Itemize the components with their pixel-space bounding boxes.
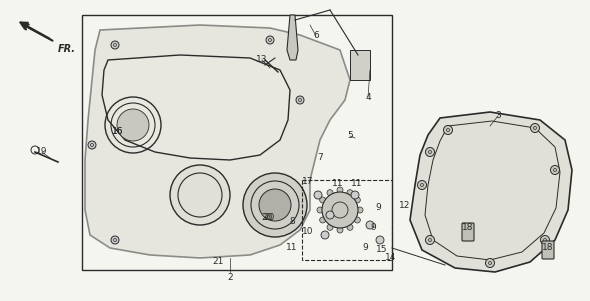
Text: 9: 9 — [362, 244, 368, 253]
Text: 19: 19 — [36, 147, 48, 157]
Circle shape — [347, 224, 353, 230]
Circle shape — [327, 224, 333, 230]
Circle shape — [425, 235, 434, 244]
Text: 4: 4 — [365, 92, 371, 101]
Text: FR.: FR. — [58, 44, 76, 54]
Text: 18: 18 — [462, 224, 474, 232]
Circle shape — [320, 197, 326, 203]
Circle shape — [355, 197, 360, 203]
Circle shape — [444, 126, 453, 135]
Circle shape — [351, 191, 359, 199]
Circle shape — [243, 173, 307, 237]
Bar — [82, 15, 392, 270]
Text: 7: 7 — [317, 153, 323, 162]
Text: 13: 13 — [256, 55, 268, 64]
Text: 14: 14 — [385, 253, 396, 262]
Circle shape — [322, 192, 358, 228]
Bar — [302, 180, 392, 260]
Circle shape — [111, 41, 119, 49]
Polygon shape — [102, 55, 290, 160]
Circle shape — [337, 227, 343, 233]
Circle shape — [337, 187, 343, 193]
FancyBboxPatch shape — [462, 223, 474, 241]
Circle shape — [117, 109, 149, 141]
Circle shape — [320, 217, 326, 223]
Polygon shape — [287, 15, 298, 60]
Circle shape — [530, 123, 539, 132]
Circle shape — [486, 259, 494, 268]
Text: 16: 16 — [112, 128, 124, 136]
Circle shape — [170, 165, 230, 225]
Circle shape — [88, 141, 96, 149]
Circle shape — [111, 236, 119, 244]
Text: 9: 9 — [370, 224, 376, 232]
Circle shape — [357, 207, 363, 213]
Circle shape — [550, 166, 559, 175]
Circle shape — [327, 190, 333, 196]
Bar — [350, 50, 370, 80]
FancyBboxPatch shape — [542, 241, 554, 259]
Text: 11: 11 — [332, 178, 344, 188]
Circle shape — [418, 181, 427, 190]
Text: 8: 8 — [289, 218, 295, 226]
Circle shape — [425, 147, 434, 157]
Circle shape — [321, 231, 329, 239]
Text: 12: 12 — [399, 201, 411, 210]
Text: 11: 11 — [286, 243, 298, 252]
Circle shape — [296, 96, 304, 104]
Text: 21: 21 — [212, 257, 224, 266]
Circle shape — [355, 217, 360, 223]
Circle shape — [266, 36, 274, 44]
Circle shape — [314, 191, 322, 199]
Polygon shape — [85, 25, 350, 258]
Text: 9: 9 — [375, 203, 381, 212]
Text: 18: 18 — [542, 243, 554, 252]
Text: 3: 3 — [495, 111, 501, 120]
Circle shape — [326, 211, 334, 219]
Text: 20: 20 — [261, 213, 273, 222]
Text: 6: 6 — [313, 32, 319, 41]
Text: 11: 11 — [351, 178, 363, 188]
Circle shape — [540, 235, 549, 244]
Text: 17: 17 — [302, 176, 314, 185]
Circle shape — [376, 236, 384, 244]
Text: 15: 15 — [376, 246, 388, 255]
Text: 2: 2 — [227, 274, 233, 283]
Text: 16: 16 — [112, 128, 124, 136]
Text: 10: 10 — [302, 228, 314, 237]
Circle shape — [317, 207, 323, 213]
Polygon shape — [410, 112, 572, 272]
Circle shape — [347, 190, 353, 196]
Text: 5: 5 — [347, 132, 353, 141]
Text: 20: 20 — [263, 213, 275, 222]
Circle shape — [291, 206, 299, 214]
Circle shape — [259, 189, 291, 221]
Circle shape — [366, 221, 374, 229]
